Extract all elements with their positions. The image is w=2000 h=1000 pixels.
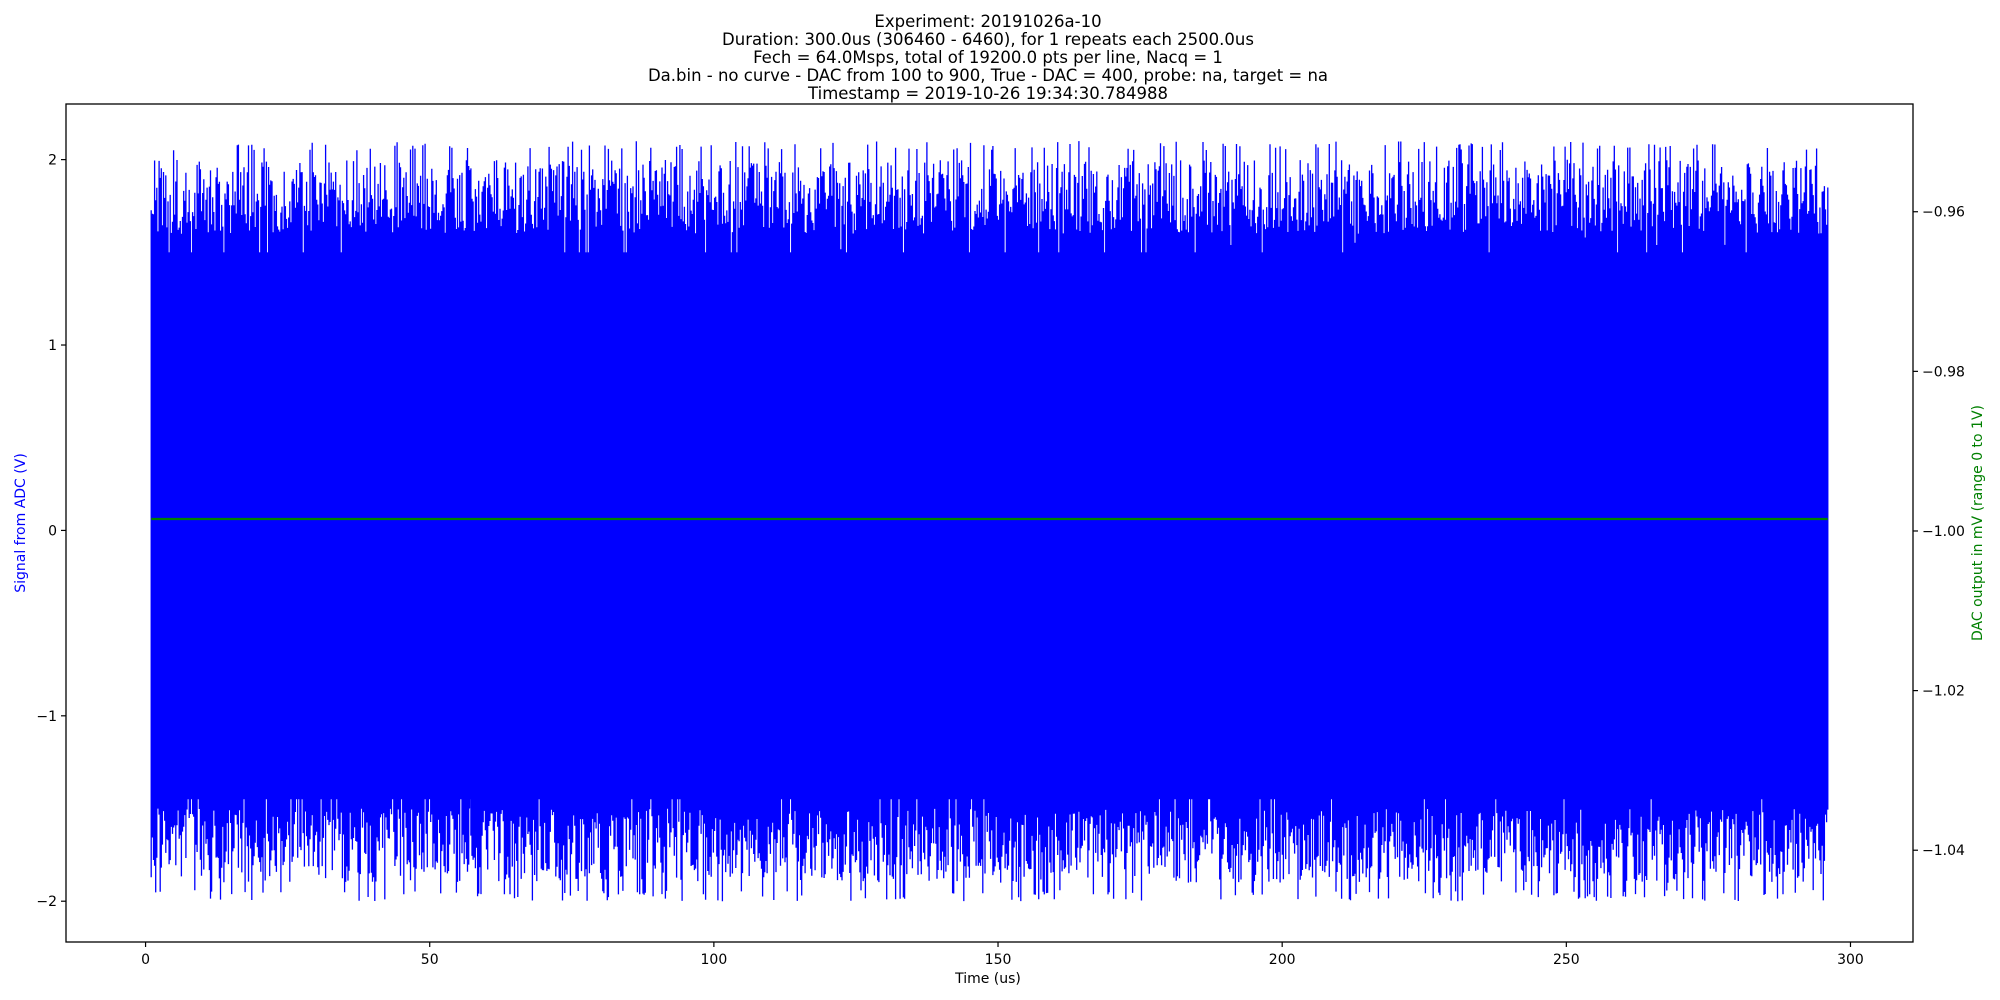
y2-axis-label: DAC output in mV (range 0 to 1V) <box>1970 405 1986 641</box>
title-line-2: Duration: 300.0us (306460 - 6460), for 1… <box>722 30 1254 49</box>
x-axis-label: Time (us) <box>954 971 1021 987</box>
x-tick-label: 200 <box>1269 952 1296 968</box>
y2-tick-label: −0.96 <box>1922 205 1965 221</box>
adc-signal-series <box>150 141 1829 902</box>
plot-area <box>150 141 1829 902</box>
x-tick-label: 100 <box>701 952 728 968</box>
x-tick-label: 150 <box>985 952 1012 968</box>
y2-tick-label: −1.04 <box>1922 843 1965 859</box>
title-line-3: Fech = 64.0Msps, total of 19200.0 pts pe… <box>753 48 1223 67</box>
x-tick-label: 0 <box>141 952 150 968</box>
y-axis-label: Signal from ADC (V) <box>13 453 29 593</box>
chart-title: Experiment: 20191026a-10 Duration: 300.0… <box>648 12 1328 103</box>
y-tick-label: −2 <box>36 894 57 910</box>
x-axis-ticks: 0 50 100 150 200 250 300 <box>141 942 1864 968</box>
title-line-4: Da.bin - no curve - DAC from 100 to 900,… <box>648 66 1328 85</box>
y-tick-label: −1 <box>36 709 57 725</box>
y-tick-label: 2 <box>48 153 57 169</box>
x-tick-label: 300 <box>1837 952 1864 968</box>
y2-tick-label: −0.98 <box>1922 364 1965 380</box>
title-line-1: Experiment: 20191026a-10 <box>874 12 1101 31</box>
y2-tick-label: −1.00 <box>1922 524 1965 540</box>
title-line-5: Timestamp = 2019-10-26 19:34:30.784988 <box>807 84 1168 103</box>
x-tick-label: 250 <box>1553 952 1580 968</box>
x-tick-label: 50 <box>421 952 439 968</box>
y-axis-ticks: −2 −1 0 1 2 <box>36 153 66 910</box>
y2-axis-ticks: −1.04 −1.02 −1.00 −0.98 −0.96 <box>1913 205 1965 859</box>
y-tick-label: 1 <box>48 338 57 354</box>
y-tick-label: 0 <box>48 523 57 539</box>
axes-frame <box>65 103 1914 943</box>
y2-tick-label: −1.02 <box>1922 684 1965 700</box>
signal-trace <box>150 141 1829 902</box>
